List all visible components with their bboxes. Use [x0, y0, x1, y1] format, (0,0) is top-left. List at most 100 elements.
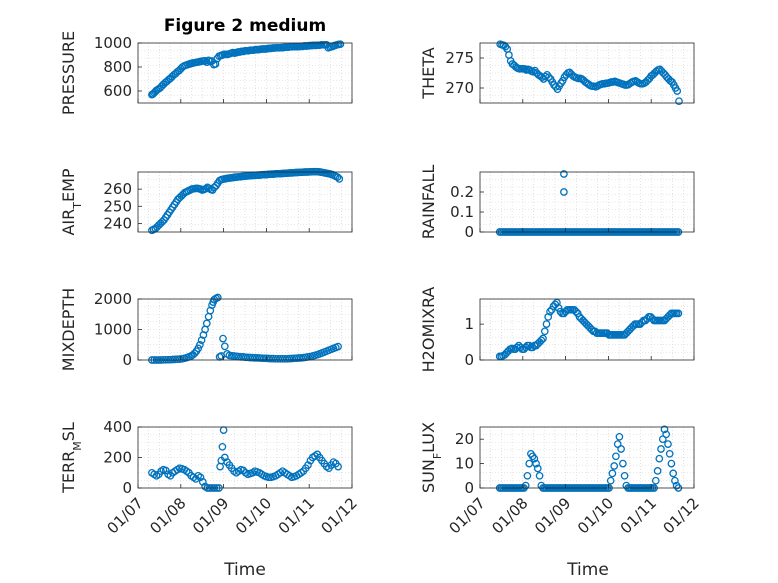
data-point [617, 445, 625, 453]
y-axis-label: MIXDEPTH [59, 288, 78, 371]
data-point [196, 340, 204, 349]
axes-box [479, 171, 695, 233]
data-point [665, 449, 674, 458]
data-point [334, 462, 342, 471]
data-point [671, 476, 679, 485]
y-tick-label: 1 [464, 315, 474, 333]
x-tick-label: 01/08 [488, 494, 531, 537]
data-point [520, 64, 529, 73]
data-point [657, 445, 665, 453]
data-point [653, 467, 662, 475]
data-point [669, 469, 678, 478]
subplot-mixdepth: 0 1000 2000 MIXDEPTH [59, 288, 353, 371]
data-point [194, 344, 203, 353]
data-point [218, 442, 227, 451]
axes-box [137, 171, 353, 233]
grid [138, 172, 352, 232]
data-point [201, 184, 210, 193]
data-point [675, 97, 683, 106]
x-tick-label: 01/07 [446, 494, 489, 537]
data-point [546, 307, 554, 316]
x-tick-label: 01/10 [574, 494, 617, 537]
data-point [662, 430, 671, 439]
y-axis-label: PRESSURE [59, 31, 78, 115]
y-axis-label: THETA [419, 47, 438, 99]
y-tick-label: 0 [122, 479, 132, 497]
data-point [513, 343, 521, 352]
x-tick-label: 01/07 [104, 494, 147, 537]
y-tick-label: 270 [445, 79, 474, 97]
y-tick-label: 2000 [94, 290, 132, 308]
data-point [336, 40, 345, 49]
data-point [542, 320, 551, 328]
data-series [496, 40, 683, 106]
x-tick-label: 01/12 [318, 494, 361, 537]
data-point [655, 454, 664, 463]
y-tick-label: 10 [455, 455, 474, 473]
data-point [190, 349, 199, 358]
data-point [161, 466, 170, 475]
y-tick-label: 260 [103, 180, 132, 198]
y-tick-label: 275 [445, 49, 474, 67]
data-point [537, 336, 546, 345]
y-tick-label: 240 [103, 214, 132, 232]
data-point [219, 334, 227, 343]
data-point [335, 175, 344, 183]
y-tick-label: 600 [103, 82, 132, 100]
data-point [612, 452, 620, 461]
data-point [572, 307, 580, 316]
subplot-terr-msl: 0 200 400 01/07 01/08 01/09 01/10 01/11 01/12 TER… [59, 418, 361, 537]
data-point [333, 173, 342, 181]
x-tick-label: 01/11 [617, 494, 660, 537]
x-tick-label: 01/10 [232, 494, 275, 537]
data-point [530, 454, 539, 463]
y-tick-label: 250 [103, 197, 132, 215]
y-tick-label: 1000 [94, 34, 132, 52]
data-series [495, 298, 683, 361]
y-tick-label: 20 [455, 430, 474, 448]
y-tick-label: 0 [122, 351, 132, 369]
data-series [148, 426, 342, 492]
data-point [620, 471, 629, 480]
y-tick-label: 800 [103, 58, 132, 76]
data-point [651, 476, 660, 485]
axes-box [479, 42, 695, 104]
y-tick-label: 1000 [94, 321, 132, 339]
data-point [674, 309, 683, 318]
data-point [213, 293, 222, 302]
data-point [239, 466, 248, 475]
data-point [535, 471, 544, 480]
y-axis-label: H2OMIXRA [419, 287, 438, 373]
data-point [610, 462, 619, 470]
y-tick-label: 200 [103, 449, 132, 467]
data-point [533, 464, 542, 473]
subplot-theta: 270 275 THETA [419, 40, 695, 106]
data-series [148, 293, 342, 364]
x-axis-label-right: Time [566, 560, 609, 580]
x-tick-label: 01/12 [660, 494, 703, 537]
data-point [202, 58, 211, 67]
y-tick-label: 0.1 [450, 203, 474, 221]
axes-box [479, 426, 695, 489]
data-point [554, 304, 563, 312]
grid [480, 172, 694, 232]
data-point [264, 473, 273, 482]
data-point [664, 440, 672, 448]
y-axis-label: TERRMSL [59, 422, 84, 494]
y-tick-label: 0.2 [450, 183, 474, 201]
data-point [667, 459, 676, 468]
data-point [540, 327, 549, 336]
data-point [204, 56, 213, 65]
data-point [560, 188, 568, 196]
data-point [558, 76, 567, 85]
data-point [334, 342, 342, 351]
subplot-rainfall: 0 0.1 0.2 RAINFALL [419, 165, 695, 241]
y-tick-label: 0 [464, 223, 474, 241]
x-tick-label: 01/09 [531, 494, 574, 537]
data-point [197, 336, 206, 345]
y-tick-label: 0 [464, 351, 474, 369]
data-point [547, 305, 556, 314]
axes-box [479, 298, 695, 361]
